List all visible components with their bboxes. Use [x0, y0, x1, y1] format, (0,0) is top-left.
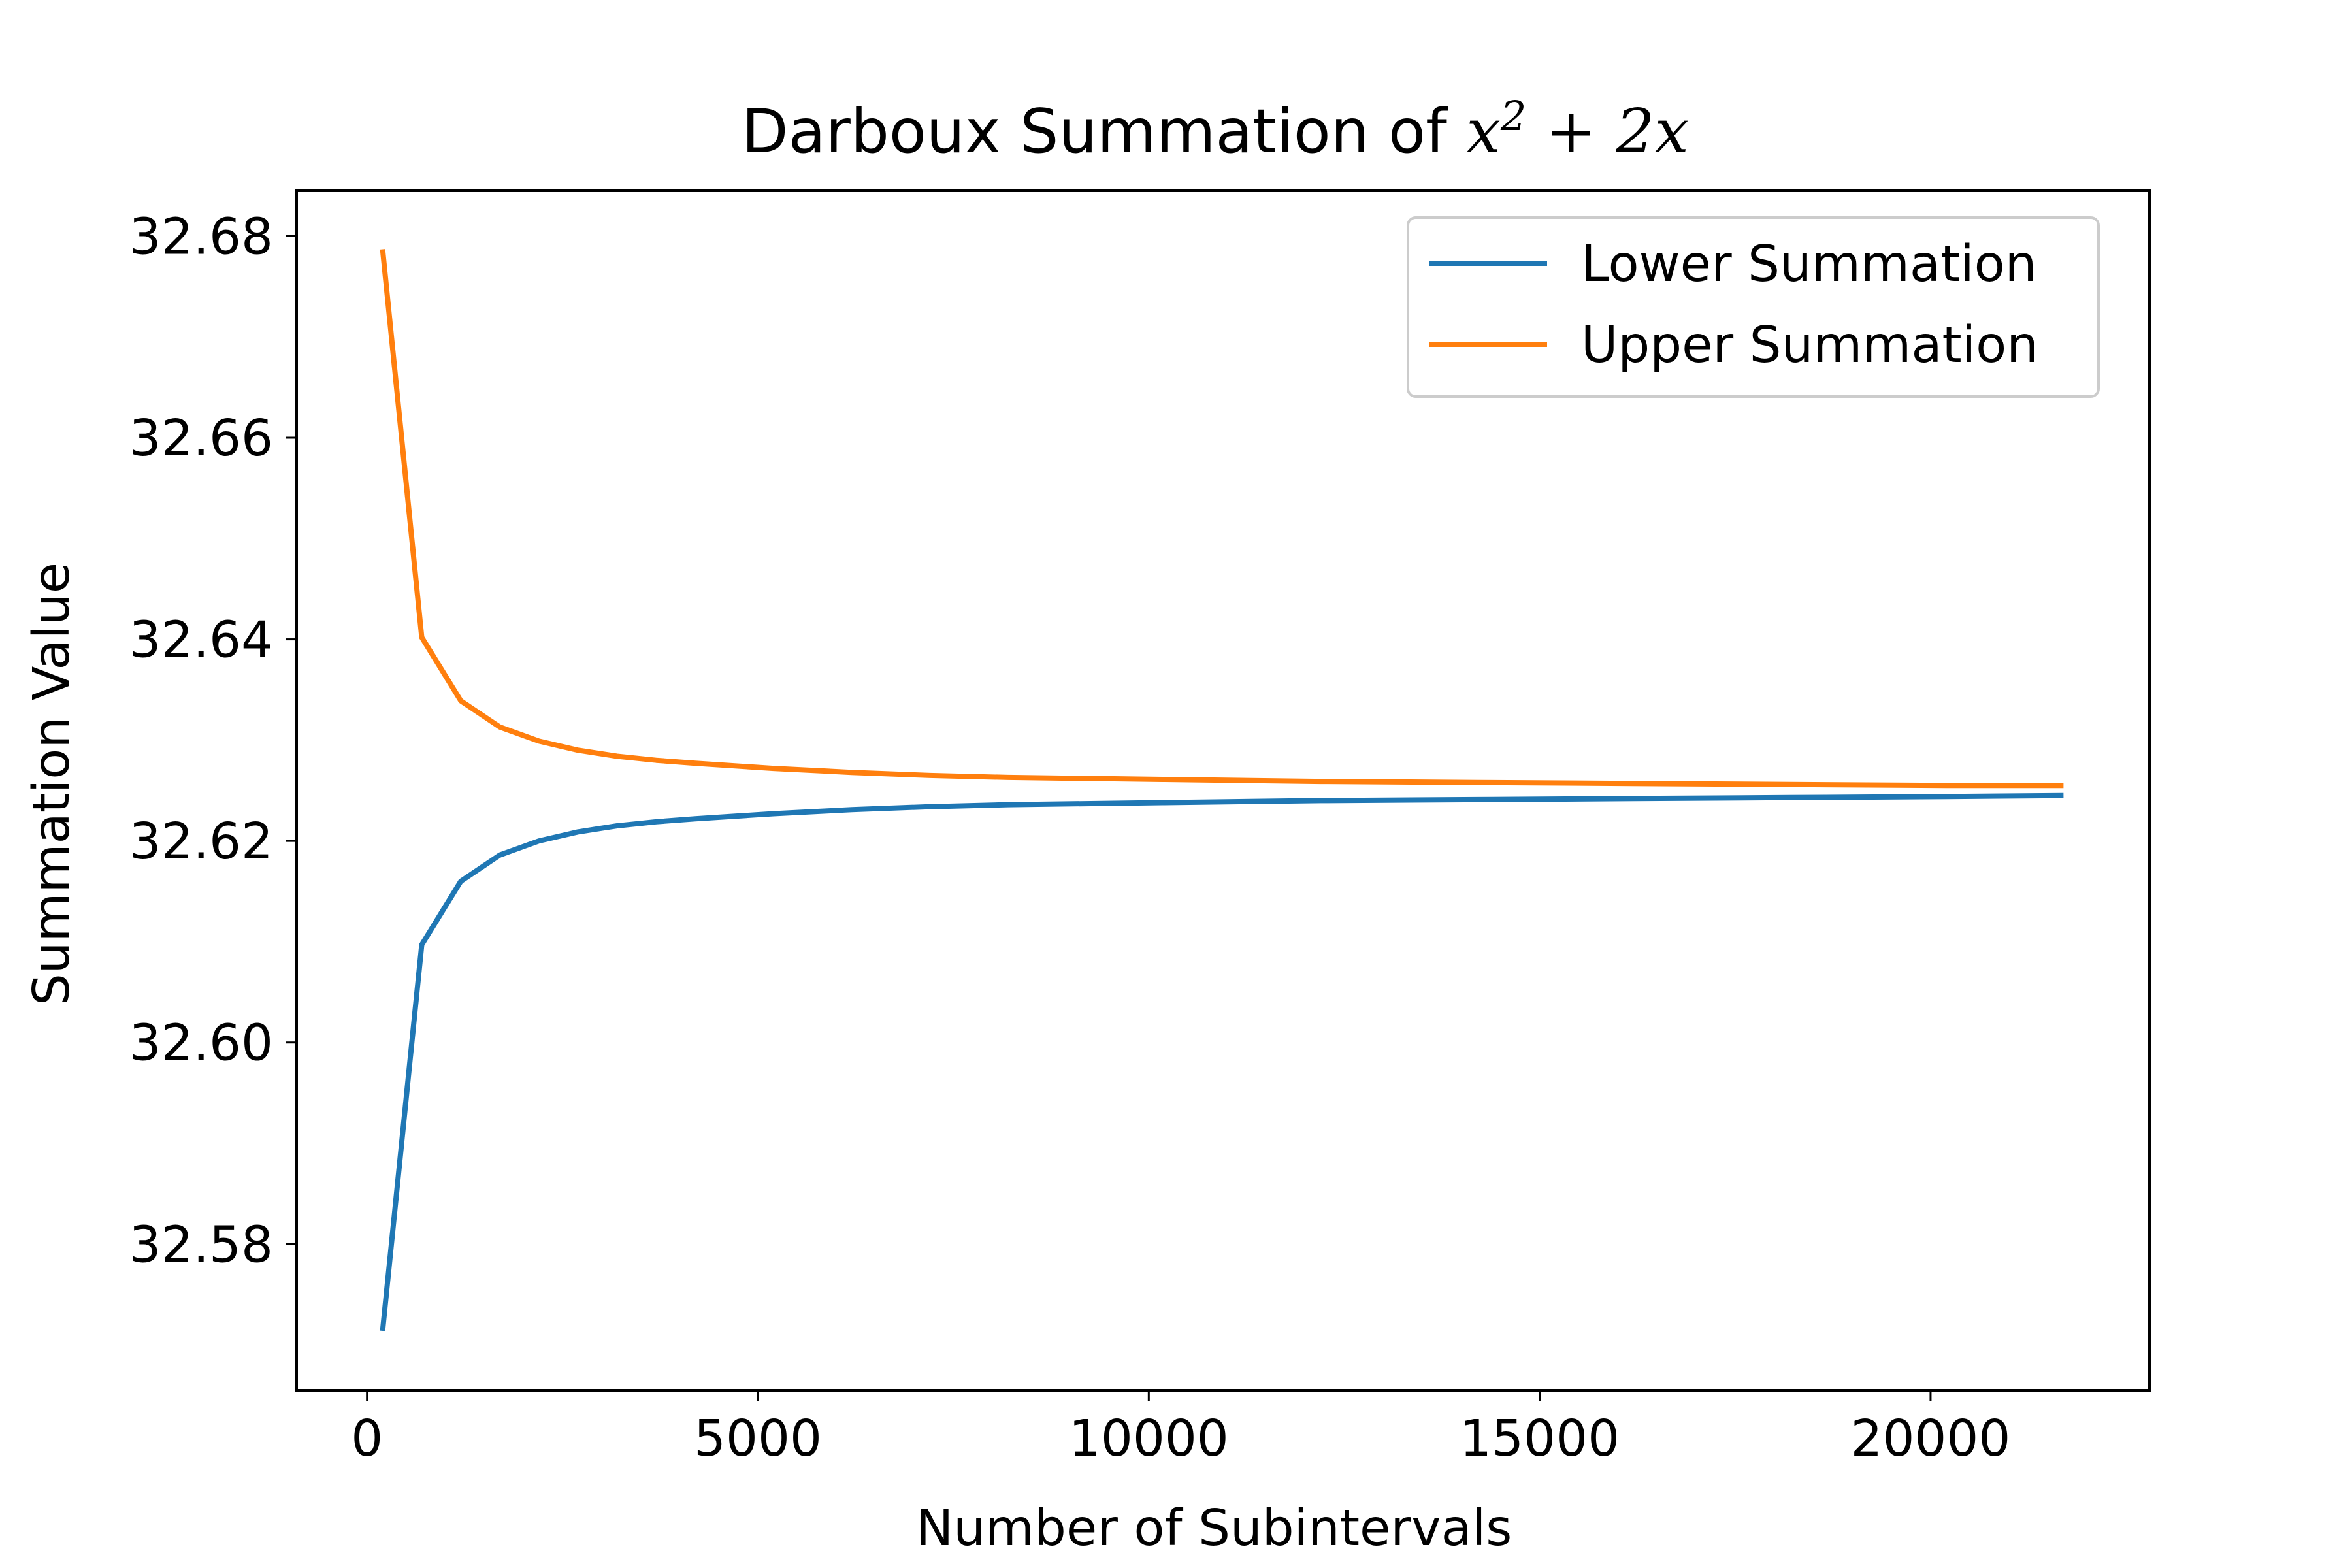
- x-tick-label: 0: [351, 1410, 383, 1468]
- series-lines: [380, 249, 2064, 1331]
- y-tick-label: 32.66: [129, 410, 273, 468]
- y-tick-label: 32.68: [129, 208, 273, 266]
- x-tick-label: 5000: [694, 1410, 822, 1468]
- y-axis-ticks: 32.58 32.60 32.62 32.64 32.66 32.68: [129, 208, 297, 1274]
- legend-box: [1407, 216, 2100, 398]
- x-tick-label: 20000: [1850, 1410, 2010, 1468]
- chart-title-math-base: x: [1466, 96, 1500, 167]
- y-tick-label: 32.58: [129, 1216, 273, 1274]
- x-axis-ticks: 0 5000 10000 15000 20000: [351, 1390, 2010, 1468]
- legend: Lower Summation Upper Summation: [1407, 216, 2100, 398]
- y-axis-label: Summation Value: [23, 563, 81, 1005]
- chart-title-prefix: Darboux Summation of: [742, 96, 1466, 167]
- x-axis-label: Number of Subintervals: [916, 1499, 1512, 1558]
- legend-label-lower-summation: Lower Summation: [1581, 235, 2037, 293]
- plot-area-frame: [295, 189, 2151, 1392]
- y-tick-label: 32.62: [129, 813, 273, 871]
- series-line-upper-summation: [380, 249, 2064, 789]
- chart-title-math-exponent: 2: [1500, 92, 1526, 140]
- legend-label-upper-summation: Upper Summation: [1581, 316, 2038, 374]
- chart-title-math-rest: + 2x: [1526, 96, 1689, 167]
- x-tick-label: 10000: [1069, 1410, 1229, 1468]
- y-tick-label: 32.60: [129, 1015, 273, 1073]
- x-tick-label: 15000: [1460, 1410, 1620, 1468]
- series-line-lower-summation: [380, 792, 2064, 1331]
- y-tick-label: 32.64: [129, 612, 273, 670]
- chart-title: Darboux Summation of x2 + 2x: [742, 92, 1689, 167]
